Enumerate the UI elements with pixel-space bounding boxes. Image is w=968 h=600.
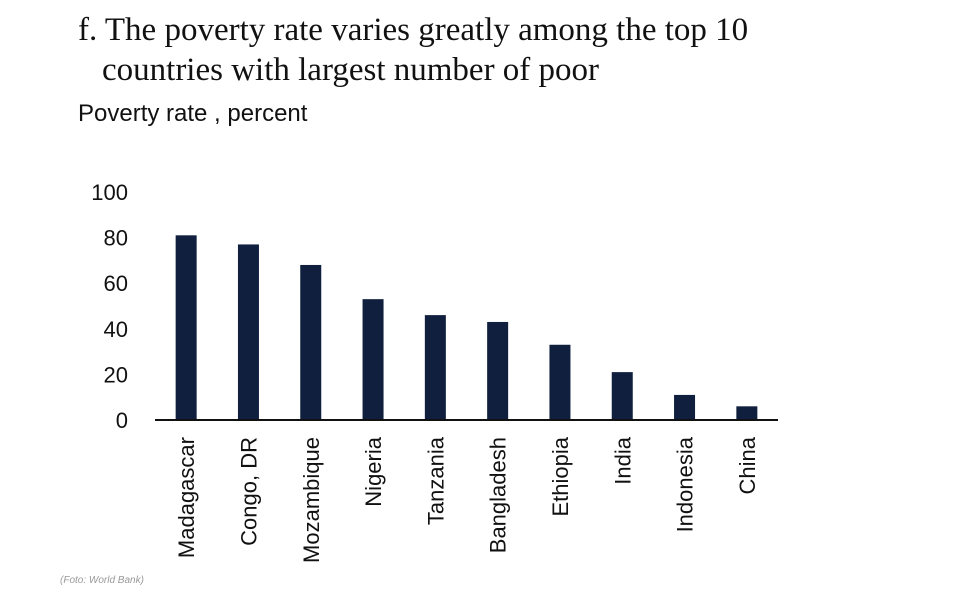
y-tick-label: 100 bbox=[91, 180, 128, 205]
x-tick-label: Madagascar bbox=[174, 437, 199, 558]
x-tick-label: China bbox=[735, 436, 760, 494]
y-axis-label: Poverty rate , percent bbox=[78, 100, 308, 127]
y-tick-label: 40 bbox=[104, 317, 128, 342]
chart-title-line-2: countries with largest number of poor bbox=[102, 52, 600, 88]
bar bbox=[424, 315, 446, 420]
bar bbox=[736, 406, 758, 420]
x-tick-label: Bangladesh bbox=[486, 437, 511, 553]
bar bbox=[300, 264, 322, 420]
x-tick-label: Ethiopia bbox=[548, 436, 573, 516]
y-tick-label: 60 bbox=[104, 271, 128, 296]
x-tick-label: Nigeria bbox=[361, 436, 386, 506]
bar bbox=[674, 394, 696, 420]
x-tick-label: Indonesia bbox=[673, 436, 698, 532]
bar bbox=[175, 235, 197, 420]
bar bbox=[549, 344, 571, 420]
chart-title-line-1: f. The poverty rate varies greatly among… bbox=[78, 12, 749, 48]
source-note: (Foto: World Bank) bbox=[60, 575, 144, 586]
y-tick-label: 20 bbox=[104, 362, 128, 387]
x-tick-label: Tanzania bbox=[423, 436, 448, 525]
y-tick-label: 80 bbox=[104, 226, 128, 251]
bar bbox=[487, 321, 509, 420]
x-tick-label: Congo, DR bbox=[236, 437, 261, 546]
y-tick-label: 0 bbox=[116, 408, 128, 433]
bar bbox=[611, 372, 633, 420]
bar bbox=[362, 299, 384, 420]
chart-title: f. The poverty rate varies greatly among… bbox=[78, 10, 748, 90]
x-tick-label: Mozambique bbox=[299, 437, 324, 563]
bar bbox=[237, 244, 259, 420]
x-tick-label: India bbox=[610, 436, 635, 484]
